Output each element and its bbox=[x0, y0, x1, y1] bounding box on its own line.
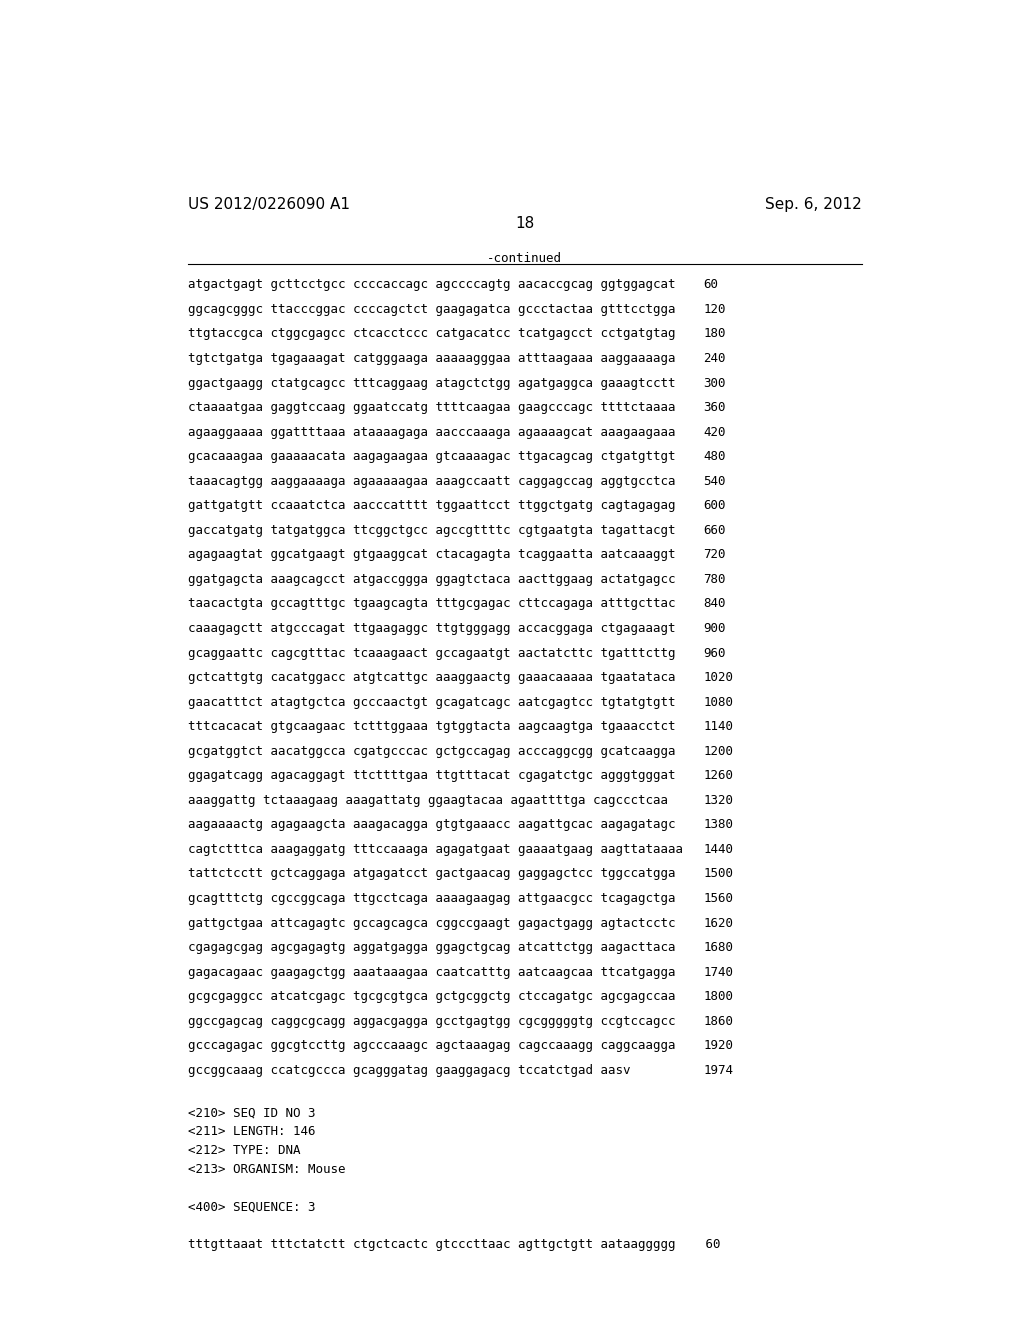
Text: gcccagagac ggcgtccttg agcccaaagc agctaaagag cagccaaagg caggcaagga: gcccagagac ggcgtccttg agcccaaagc agctaaa… bbox=[187, 1039, 675, 1052]
Text: gagacagaac gaagagctgg aaataaagaa caatcatttg aatcaagcaa ttcatgagga: gagacagaac gaagagctgg aaataaagaa caatcat… bbox=[187, 966, 675, 978]
Text: 360: 360 bbox=[703, 401, 726, 414]
Text: caaagagctt atgcccagat ttgaagaggc ttgtgggagg accacggaga ctgagaaagt: caaagagctt atgcccagat ttgaagaggc ttgtggg… bbox=[187, 622, 675, 635]
Text: <211> LENGTH: 146: <211> LENGTH: 146 bbox=[187, 1126, 315, 1138]
Text: 60: 60 bbox=[703, 279, 719, 292]
Text: <400> SEQUENCE: 3: <400> SEQUENCE: 3 bbox=[187, 1201, 315, 1213]
Text: 1440: 1440 bbox=[703, 843, 733, 855]
Text: gcgatggtct aacatggcca cgatgcccac gctgccagag acccaggcgg gcatcaagga: gcgatggtct aacatggcca cgatgcccac gctgcca… bbox=[187, 744, 675, 758]
Text: 1020: 1020 bbox=[703, 671, 733, 684]
Text: gccggcaaag ccatcgccca gcagggatag gaaggagacg tccatctgad aasv: gccggcaaag ccatcgccca gcagggatag gaaggag… bbox=[187, 1064, 630, 1077]
Text: agaaggaaaa ggattttaaa ataaaagaga aacccaaaga agaaaagcat aaagaagaaa: agaaggaaaa ggattttaaa ataaaagaga aacccaa… bbox=[187, 425, 675, 438]
Text: 720: 720 bbox=[703, 548, 726, 561]
Text: 1260: 1260 bbox=[703, 770, 733, 783]
Text: Sep. 6, 2012: Sep. 6, 2012 bbox=[765, 197, 862, 213]
Text: atgactgagt gcttcctgcc ccccaccagc agccccagtg aacaccgcag ggtggagcat: atgactgagt gcttcctgcc ccccaccagc agcccca… bbox=[187, 279, 675, 292]
Text: 660: 660 bbox=[703, 524, 726, 537]
Text: ctaaaatgaa gaggtccaag ggaatccatg ttttcaagaa gaagcccagc ttttctaaaa: ctaaaatgaa gaggtccaag ggaatccatg ttttcaa… bbox=[187, 401, 675, 414]
Text: 18: 18 bbox=[515, 216, 535, 231]
Text: 420: 420 bbox=[703, 425, 726, 438]
Text: <210> SEQ ID NO 3: <210> SEQ ID NO 3 bbox=[187, 1106, 315, 1119]
Text: <212> TYPE: DNA: <212> TYPE: DNA bbox=[187, 1144, 300, 1158]
Text: 1620: 1620 bbox=[703, 916, 733, 929]
Text: 180: 180 bbox=[703, 327, 726, 341]
Text: 300: 300 bbox=[703, 376, 726, 389]
Text: aagaaaactg agagaagcta aaagacagga gtgtgaaacc aagattgcac aagagatagc: aagaaaactg agagaagcta aaagacagga gtgtgaa… bbox=[187, 818, 675, 832]
Text: tattctcctt gctcaggaga atgagatcct gactgaacag gaggagctcc tggccatgga: tattctcctt gctcaggaga atgagatcct gactgaa… bbox=[187, 867, 675, 880]
Text: 1974: 1974 bbox=[703, 1064, 733, 1077]
Text: 240: 240 bbox=[703, 352, 726, 364]
Text: ttgtaccgca ctggcgagcc ctcacctccc catgacatcc tcatgagcct cctgatgtag: ttgtaccgca ctggcgagcc ctcacctccc catgaca… bbox=[187, 327, 675, 341]
Text: gattgatgtt ccaaatctca aacccatttt tggaattcct ttggctgatg cagtagagag: gattgatgtt ccaaatctca aacccatttt tggaatt… bbox=[187, 499, 675, 512]
Text: 1560: 1560 bbox=[703, 892, 733, 906]
Text: 1380: 1380 bbox=[703, 818, 733, 832]
Text: ggccgagcag caggcgcagg aggacgagga gcctgagtgg cgcgggggtg ccgtccagcc: ggccgagcag caggcgcagg aggacgagga gcctgag… bbox=[187, 1015, 675, 1028]
Text: taaacagtgg aaggaaaaga agaaaaagaa aaagccaatt caggagccag aggtgcctca: taaacagtgg aaggaaaaga agaaaaagaa aaagcca… bbox=[187, 475, 675, 487]
Text: 1740: 1740 bbox=[703, 966, 733, 978]
Text: 1860: 1860 bbox=[703, 1015, 733, 1028]
Text: 840: 840 bbox=[703, 598, 726, 610]
Text: 1320: 1320 bbox=[703, 793, 733, 807]
Text: ggactgaagg ctatgcagcc tttcaggaag atagctctgg agatgaggca gaaagtcctt: ggactgaagg ctatgcagcc tttcaggaag atagctc… bbox=[187, 376, 675, 389]
Text: cagtctttca aaagaggatg tttccaaaga agagatgaat gaaaatgaag aagttataaaa: cagtctttca aaagaggatg tttccaaaga agagatg… bbox=[187, 843, 683, 855]
Text: ggagatcagg agacaggagt ttcttttgaa ttgtttacat cgagatctgc agggtgggat: ggagatcagg agacaggagt ttcttttgaa ttgttta… bbox=[187, 770, 675, 783]
Text: cgagagcgag agcgagagtg aggatgagga ggagctgcag atcattctgg aagacttaca: cgagagcgag agcgagagtg aggatgagga ggagctg… bbox=[187, 941, 675, 954]
Text: taacactgta gccagtttgc tgaagcagta tttgcgagac cttccagaga atttgcttac: taacactgta gccagtttgc tgaagcagta tttgcga… bbox=[187, 598, 675, 610]
Text: gaccatgatg tatgatggca ttcggctgcc agccgttttc cgtgaatgta tagattacgt: gaccatgatg tatgatggca ttcggctgcc agccgtt… bbox=[187, 524, 675, 537]
Text: 1200: 1200 bbox=[703, 744, 733, 758]
Text: 1800: 1800 bbox=[703, 990, 733, 1003]
Text: ggcagcgggc ttacccggac ccccagctct gaagagatca gccctactaa gtttcctgga: ggcagcgggc ttacccggac ccccagctct gaagaga… bbox=[187, 302, 675, 315]
Text: 1500: 1500 bbox=[703, 867, 733, 880]
Text: -continued: -continued bbox=[487, 252, 562, 265]
Text: aaaggattg tctaaagaag aaagattatg ggaagtacaa agaattttga cagccctcaa: aaaggattg tctaaagaag aaagattatg ggaagtac… bbox=[187, 793, 668, 807]
Text: ggatgagcta aaagcagcct atgaccggga ggagtctaca aacttggaag actatgagcc: ggatgagcta aaagcagcct atgaccggga ggagtct… bbox=[187, 573, 675, 586]
Text: gcgcgaggcc atcatcgagc tgcgcgtgca gctgcggctg ctccagatgc agcgagccaa: gcgcgaggcc atcatcgagc tgcgcgtgca gctgcgg… bbox=[187, 990, 675, 1003]
Text: 1140: 1140 bbox=[703, 721, 733, 733]
Text: gcagtttctg cgccggcaga ttgcctcaga aaaagaagag attgaacgcc tcagagctga: gcagtttctg cgccggcaga ttgcctcaga aaaagaa… bbox=[187, 892, 675, 906]
Text: gcaggaattc cagcgtttac tcaaagaact gccagaatgt aactatcttc tgatttcttg: gcaggaattc cagcgtttac tcaaagaact gccagaa… bbox=[187, 647, 675, 660]
Text: tttgttaaat tttctatctt ctgctcactc gtcccttaac agttgctgtt aataaggggg    60: tttgttaaat tttctatctt ctgctcactc gtccctt… bbox=[187, 1238, 720, 1251]
Text: tgtctgatga tgagaaagat catgggaaga aaaaagggaa atttaagaaa aaggaaaaga: tgtctgatga tgagaaagat catgggaaga aaaaagg… bbox=[187, 352, 675, 364]
Text: 480: 480 bbox=[703, 450, 726, 463]
Text: 1080: 1080 bbox=[703, 696, 733, 709]
Text: <213> ORGANISM: Mouse: <213> ORGANISM: Mouse bbox=[187, 1163, 345, 1176]
Text: gaacatttct atagtgctca gcccaactgt gcagatcagc aatcgagtcc tgtatgtgtt: gaacatttct atagtgctca gcccaactgt gcagatc… bbox=[187, 696, 675, 709]
Text: agagaagtat ggcatgaagt gtgaaggcat ctacagagta tcaggaatta aatcaaaggt: agagaagtat ggcatgaagt gtgaaggcat ctacaga… bbox=[187, 548, 675, 561]
Text: gcacaaagaa gaaaaacata aagagaagaa gtcaaaagac ttgacagcag ctgatgttgt: gcacaaagaa gaaaaacata aagagaagaa gtcaaaa… bbox=[187, 450, 675, 463]
Text: 900: 900 bbox=[703, 622, 726, 635]
Text: tttcacacat gtgcaagaac tctttggaaa tgtggtacta aagcaagtga tgaaacctct: tttcacacat gtgcaagaac tctttggaaa tgtggta… bbox=[187, 721, 675, 733]
Text: 1680: 1680 bbox=[703, 941, 733, 954]
Text: 1920: 1920 bbox=[703, 1039, 733, 1052]
Text: 540: 540 bbox=[703, 475, 726, 487]
Text: gattgctgaa attcagagtc gccagcagca cggccgaagt gagactgagg agtactcctc: gattgctgaa attcagagtc gccagcagca cggccga… bbox=[187, 916, 675, 929]
Text: 780: 780 bbox=[703, 573, 726, 586]
Text: gctcattgtg cacatggacc atgtcattgc aaaggaactg gaaacaaaaa tgaatataca: gctcattgtg cacatggacc atgtcattgc aaaggaa… bbox=[187, 671, 675, 684]
Text: 960: 960 bbox=[703, 647, 726, 660]
Text: 600: 600 bbox=[703, 499, 726, 512]
Text: 120: 120 bbox=[703, 302, 726, 315]
Text: US 2012/0226090 A1: US 2012/0226090 A1 bbox=[187, 197, 349, 213]
